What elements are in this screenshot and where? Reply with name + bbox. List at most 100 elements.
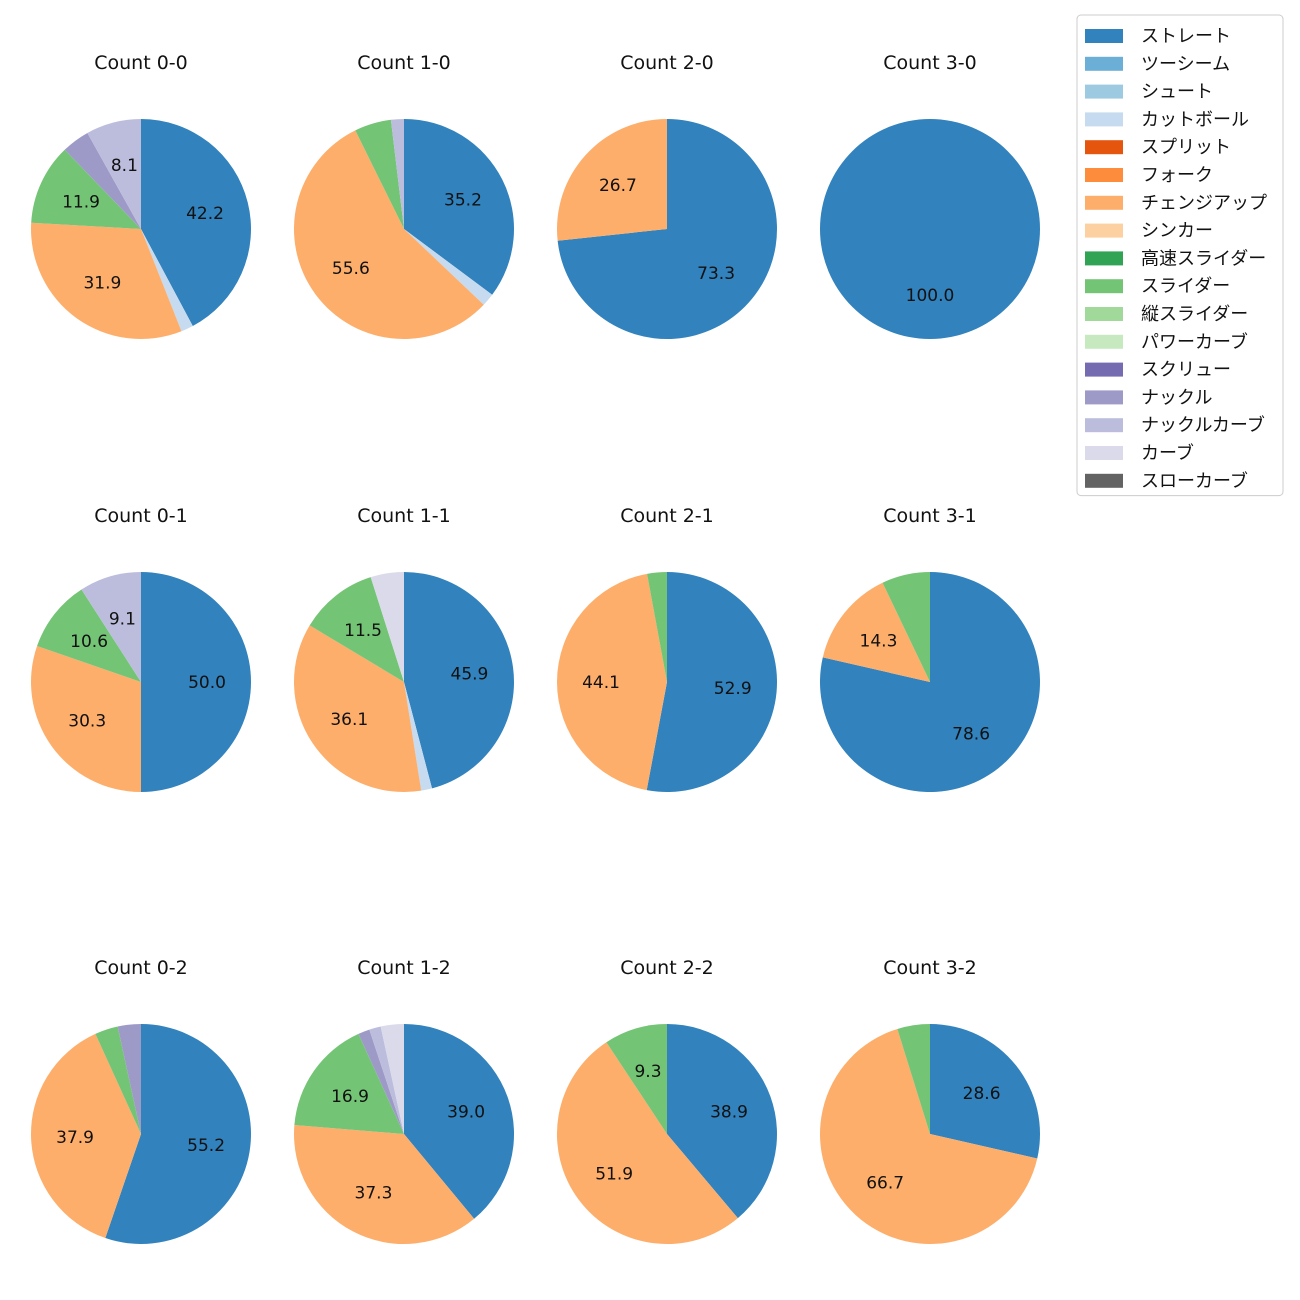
pie-count-0-0: Count 0-0 42.2 31.9 11.9 8.1 — [31, 52, 251, 340]
pie-count-1-2: Count 1-2 39.0 37.3 16.9 — [294, 957, 515, 1245]
legend-swatch — [1085, 446, 1123, 460]
slice-ナックルカーブ — [81, 572, 141, 682]
pie-count-2-1: Count 2-1 52.9 44.1 — [556, 505, 778, 792]
slice-チェンジアップ — [31, 222, 182, 340]
slice-スライダー — [355, 119, 404, 229]
slice-label: 8.1 — [111, 156, 138, 176]
pies-layer: Count 0-0 42.2 31.9 11.9 8.1 Count 1-0 35.2 55.… — [30, 52, 1040, 1245]
pie-title: Count 1-0 — [357, 52, 451, 74]
legend-label: シュート — [1141, 82, 1213, 103]
pie-count-2-2: Count 2-2 38.9 51.9 9.3 — [556, 957, 777, 1245]
legend-swatch — [1085, 140, 1123, 155]
slice-カットボール — [141, 229, 193, 332]
legend-swatch — [1085, 56, 1123, 71]
slice-label: 26.7 — [599, 176, 637, 196]
slice-チェンジアップ — [293, 130, 484, 340]
legend-swatch — [1085, 168, 1123, 182]
slice-ナックル — [64, 132, 141, 229]
slice-label: 30.3 — [68, 711, 106, 731]
slice-label: 44.1 — [582, 673, 620, 693]
slice-スライダー — [95, 1026, 141, 1134]
slice-スライダー — [309, 577, 404, 682]
pie-title: Count 1-2 — [357, 957, 451, 979]
slice-ナックルカーブ — [369, 1026, 404, 1134]
slice-チェンジアップ — [822, 582, 930, 682]
slice-label: 37.9 — [56, 1128, 94, 1148]
slice-スライダー — [647, 571, 667, 682]
slice-label: 38.9 — [710, 1102, 748, 1122]
slice-ストレート — [820, 119, 1040, 339]
legend-label: 高速スライダー — [1141, 248, 1266, 269]
legend-label: シンカー — [1141, 221, 1213, 242]
legend-label: スプリット — [1141, 137, 1231, 158]
pie-title: Count 0-0 — [94, 52, 188, 74]
slice-ナックル — [358, 1029, 404, 1134]
slice-ストレート — [141, 572, 251, 792]
pie-title: Count 0-2 — [94, 957, 188, 979]
slice-チェンジアップ — [293, 625, 422, 793]
slice-label: 37.3 — [355, 1184, 393, 1204]
slice-スライダー — [294, 1033, 404, 1134]
legend-label: カットボール — [1141, 109, 1249, 130]
legend-frame — [1076, 14, 1284, 497]
pie-title: Count 0-1 — [94, 505, 188, 527]
legend-swatch — [1085, 84, 1123, 99]
legend-label: フォーク — [1141, 165, 1213, 186]
legend-label: スクリュー — [1141, 360, 1231, 381]
slice-ストレート — [557, 119, 778, 340]
legend-swatch — [1085, 29, 1123, 43]
legend-swatch — [1085, 112, 1123, 127]
legend-swatch — [1085, 251, 1123, 266]
legend-label: 縦スライダー — [1141, 304, 1248, 325]
legend-swatch — [1085, 279, 1123, 294]
slice-ストレート — [667, 1024, 777, 1219]
pie-count-3-1: Count 3-1 78.6 14.3 — [819, 505, 1040, 793]
legend-swatch — [1085, 307, 1123, 321]
slice-label: 9.3 — [634, 1062, 661, 1082]
slice-label: 55.6 — [332, 259, 370, 279]
slice-チェンジアップ — [556, 1042, 738, 1245]
slice-ストレート — [930, 1024, 1040, 1159]
slice-label: 11.9 — [62, 192, 100, 212]
pie-title: Count 2-2 — [620, 957, 714, 979]
slice-label: 31.9 — [83, 274, 121, 294]
slice-label: 50.0 — [188, 673, 226, 693]
pie-title: Count 3-2 — [883, 957, 977, 979]
legend-swatch — [1085, 195, 1123, 210]
legend-swatch — [1085, 390, 1123, 405]
slice-スライダー — [882, 572, 930, 682]
legend-swatch — [1085, 362, 1123, 377]
legend-swatch — [1085, 223, 1123, 238]
slice-スライダー — [31, 149, 141, 229]
slice-label: 78.6 — [952, 725, 990, 745]
legend-label: ナックルカーブ — [1141, 414, 1265, 436]
pie-count-1-0: Count 1-0 35.2 55.6 — [293, 52, 514, 340]
legend-swatch — [1085, 334, 1123, 349]
legend-label: カーブ — [1141, 442, 1194, 464]
slice-カットボール — [404, 682, 433, 791]
slice-チェンジアップ — [557, 119, 667, 241]
slice-ナックルカーブ — [390, 118, 404, 229]
slice-カーブ — [380, 1024, 404, 1134]
slice-チェンジアップ — [30, 1033, 141, 1239]
pie-count-0-2: Count 0-2 55.2 37.9 — [30, 957, 251, 1244]
slice-スライダー — [897, 1024, 930, 1134]
pie-count-2-0: Count 2-0 73.3 26.7 — [557, 52, 778, 340]
legend-label: ナックル — [1141, 387, 1212, 408]
slice-label: 42.2 — [186, 204, 224, 224]
slice-スライダー — [606, 1024, 667, 1134]
slice-ナックルカーブ — [87, 119, 141, 229]
pie-title: Count 3-0 — [883, 52, 977, 74]
slice-label: 35.2 — [444, 190, 482, 210]
legend-label: ストレート — [1141, 26, 1231, 47]
pie-count-1-1: Count 1-1 45.9 36.1 11.5 — [293, 505, 514, 793]
slice-label: 14.3 — [860, 632, 898, 652]
pie-count-3-0: Count 3-0 100.0 — [820, 52, 1040, 339]
slice-label: 9.1 — [109, 610, 136, 630]
pie-title: Count 1-1 — [357, 505, 451, 527]
slice-ストレート — [141, 119, 251, 327]
slice-label: 45.9 — [451, 665, 489, 685]
slice-label: 39.0 — [447, 1103, 485, 1123]
legend-swatch — [1085, 473, 1123, 488]
